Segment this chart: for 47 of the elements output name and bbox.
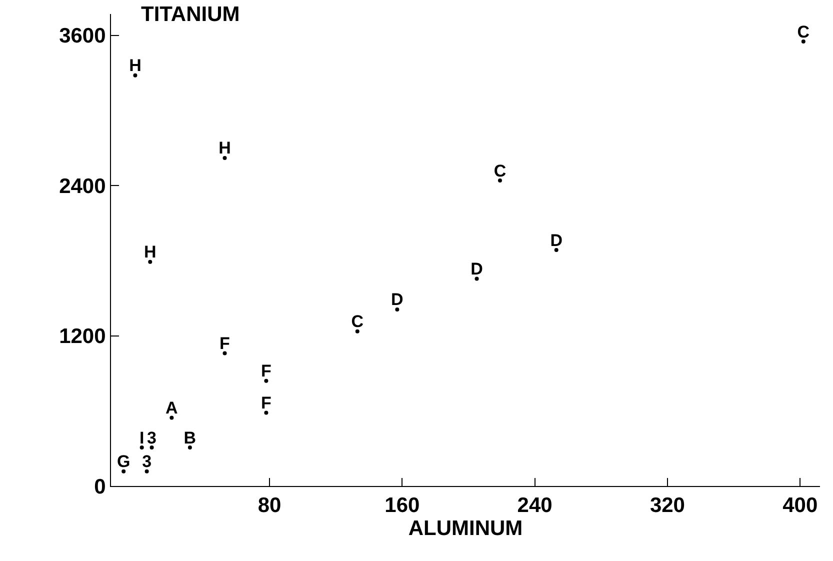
y-tick-label: 1200	[59, 325, 106, 348]
point	[474, 276, 479, 281]
point	[801, 40, 806, 44]
point	[122, 469, 126, 474]
point	[222, 351, 227, 356]
text: F	[261, 394, 272, 413]
point	[222, 156, 227, 160]
text: H	[218, 138, 231, 158]
x-tick-label: 240	[517, 494, 552, 518]
point	[498, 178, 502, 183]
series-label: C	[351, 312, 364, 332]
x-axis-title: ALUMINUM	[408, 517, 523, 540]
point	[355, 329, 360, 334]
y-tick-label: 3600	[59, 24, 106, 48]
point	[150, 446, 154, 450]
text: F	[261, 362, 272, 381]
series-label: D	[391, 290, 404, 310]
series-label: B	[184, 428, 196, 448]
text: 3	[147, 428, 157, 448]
x-tick-label: 320	[650, 494, 685, 518]
series-label: F	[220, 334, 230, 354]
series-label: G	[116, 452, 130, 472]
point	[395, 307, 400, 312]
point	[133, 73, 138, 78]
text: D	[470, 260, 483, 279]
point	[144, 469, 149, 474]
text: H	[144, 242, 156, 262]
y-tick-label: 0	[94, 475, 106, 498]
text: D	[550, 230, 562, 250]
point	[140, 446, 144, 450]
point	[188, 446, 192, 450]
point	[170, 416, 174, 420]
point	[554, 248, 558, 252]
text: C	[494, 161, 506, 180]
series-label: I	[139, 428, 144, 448]
x-tick-label: 80	[258, 494, 282, 518]
x-tick-label: 400	[782, 494, 818, 518]
y-tick-label: 2400	[59, 174, 106, 198]
y-axis-title: TITANIUM	[141, 3, 240, 26]
series-label: A	[166, 398, 178, 418]
series-label: 3	[142, 452, 152, 472]
point	[148, 260, 152, 264]
text: C	[797, 22, 810, 42]
point	[264, 410, 268, 415]
series-label: H	[129, 56, 142, 76]
point	[264, 378, 268, 383]
x-tick-label: 160	[384, 494, 420, 518]
